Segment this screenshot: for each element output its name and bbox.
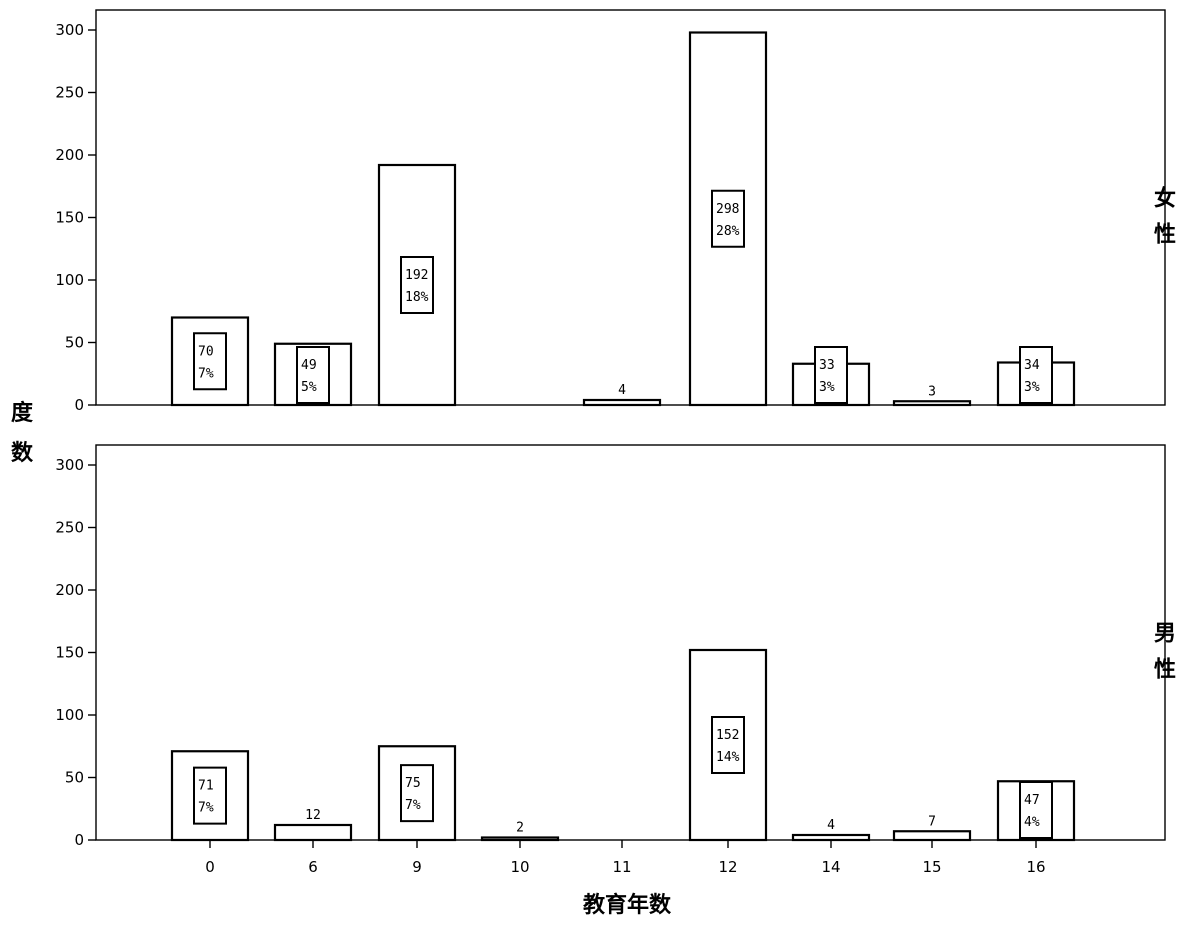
bar xyxy=(170,316,250,407)
y-tick-label: 0 xyxy=(74,831,84,849)
bar-count-label: 75 xyxy=(405,776,421,791)
bar-count-label: 49 xyxy=(301,358,317,373)
bar-percent-label: 28% xyxy=(716,224,740,239)
y-tick-label: 300 xyxy=(55,21,84,39)
bar xyxy=(582,398,662,407)
bar-count-label: 70 xyxy=(198,344,214,359)
x-tick-label: 6 xyxy=(308,858,318,876)
x-tick-label: 16 xyxy=(1026,858,1045,876)
bar-count-label: 152 xyxy=(716,728,739,743)
bar-percent-label: 4% xyxy=(1024,815,1040,830)
bar xyxy=(892,830,972,842)
panel-frame xyxy=(95,444,1166,841)
bar-count-label: 71 xyxy=(198,779,214,794)
x-tick-label: 0 xyxy=(205,858,215,876)
bar-count-label: 33 xyxy=(819,358,835,373)
y-tick-label: 150 xyxy=(55,644,84,662)
bar-count-label: 47 xyxy=(1024,793,1040,808)
bar-count-label: 298 xyxy=(716,202,739,217)
y-axis-title-line1: 度 xyxy=(11,400,34,426)
y-tick-label: 50 xyxy=(65,334,84,352)
x-axis-title: 教育年数 xyxy=(583,892,672,918)
y-tick-label: 0 xyxy=(74,396,84,414)
bar-label-box xyxy=(1019,781,1053,839)
bar-percent-label: 3% xyxy=(1024,380,1040,395)
y-tick-label: 100 xyxy=(55,271,84,289)
bar-label-box xyxy=(400,764,434,823)
bar-count-label: 7 xyxy=(928,814,936,829)
bar-percent-label: 7% xyxy=(198,801,214,816)
bar-count-label: 2 xyxy=(516,821,524,836)
x-tick-label: 10 xyxy=(510,858,529,876)
panel-frame xyxy=(95,9,1166,406)
y-tick-label: 150 xyxy=(55,209,84,227)
y-axis-title-line2: 数 xyxy=(11,440,34,466)
facet-label-line1: 男 xyxy=(1154,622,1176,647)
x-tick-label: 14 xyxy=(821,858,840,876)
bar xyxy=(480,836,560,842)
facet-label-line1: 女 xyxy=(1154,186,1176,212)
bar xyxy=(791,833,871,842)
bar-label-box xyxy=(711,189,745,248)
bar-label-box xyxy=(814,346,848,404)
bar-label-box xyxy=(193,332,227,391)
y-tick-label: 250 xyxy=(55,84,84,102)
bar-count-label: 34 xyxy=(1024,358,1040,373)
bar-percent-label: 5% xyxy=(301,380,317,395)
bar-percent-label: 3% xyxy=(819,380,835,395)
y-tick-label: 100 xyxy=(55,706,84,724)
y-tick-label: 200 xyxy=(55,581,84,599)
y-tick-label: 300 xyxy=(55,456,84,474)
bar-percent-label: 14% xyxy=(716,750,740,765)
bar-count-label: 12 xyxy=(305,808,321,823)
bar xyxy=(273,823,353,842)
bar-label-box xyxy=(296,346,330,404)
facet-label-line2: 性 xyxy=(1154,658,1176,683)
bar-label-box xyxy=(711,716,745,774)
x-tick-label: 12 xyxy=(718,858,737,876)
bar-label-box xyxy=(193,766,227,825)
bar-count-label: 3 xyxy=(928,384,936,399)
bar xyxy=(892,400,972,407)
facet-label-line2: 性 xyxy=(1154,223,1176,248)
y-tick-label: 200 xyxy=(55,146,84,164)
bar-percent-label: 18% xyxy=(405,290,429,305)
bar-label-box xyxy=(1019,346,1053,404)
bar-label-box xyxy=(400,256,434,314)
bar-percent-label: 7% xyxy=(405,798,421,813)
bar-count-label: 192 xyxy=(405,268,428,283)
y-tick-label: 50 xyxy=(65,769,84,787)
bar-count-label: 4 xyxy=(827,818,835,833)
x-tick-label: 15 xyxy=(922,858,941,876)
y-tick-label: 250 xyxy=(55,519,84,537)
x-tick-label: 11 xyxy=(612,858,631,876)
bar-percent-label: 7% xyxy=(198,366,214,381)
bar-count-label: 4 xyxy=(618,383,626,398)
x-tick-label: 9 xyxy=(412,858,422,876)
